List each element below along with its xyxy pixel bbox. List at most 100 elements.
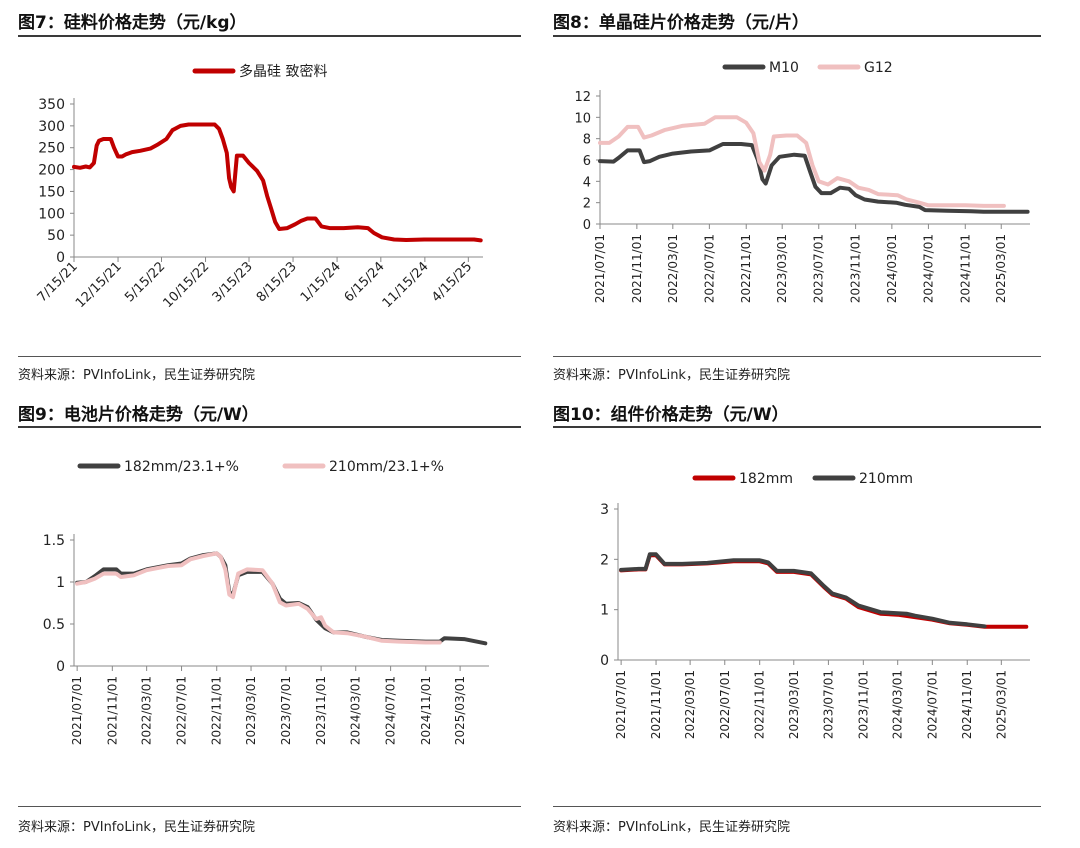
chart-legend: M10 G12 [722, 60, 893, 76]
x-tick-label: 2021/07/01 [614, 670, 628, 739]
y-tick-label: 0.5 [43, 617, 65, 633]
y-tick-label: 50 [47, 228, 65, 244]
x-tick-label: 2023/03/01 [787, 670, 801, 739]
series-line-G12 [598, 115, 1006, 208]
x-tick-label: 2023/03/01 [244, 676, 258, 745]
x-tick-label: 2022/03/01 [140, 676, 154, 745]
x-tick-label: 2025/03/01 [994, 670, 1008, 739]
x-tick-label: 2023/03/01 [775, 234, 789, 303]
legend-label: 210mm/23.1+% [329, 459, 444, 475]
source-divider [553, 806, 1041, 807]
chart-panel-module: 图10：组件价格走势（元/W） 182mm 210mm 0 1 2 3 2021/07/0… [553, 400, 1041, 840]
y-tick-label: 300 [38, 119, 65, 135]
series-line-182mm [619, 553, 1029, 629]
chart-axes: 0 0.5 1 1.5 2021/07/01 2021/11/01 2022/03/01 20… [43, 533, 489, 745]
x-tick-label: 2022/03/01 [666, 234, 680, 303]
series-line-多晶硅 致密料 [72, 122, 483, 243]
plot-lines [598, 115, 1030, 214]
x-tick-label: 10/15/22 [160, 259, 212, 311]
source-note: 资料来源：PVInfoLink，民生证券研究院 [18, 368, 255, 383]
x-tick-label: 2024/07/01 [925, 670, 939, 739]
panel-title: 图8：单晶硅片价格走势（元/片） [553, 13, 810, 33]
x-tick-label: 2022/11/01 [210, 676, 224, 745]
chart-legend: 182mm/23.1+% 210mm/23.1+% [77, 459, 444, 475]
y-tick-label: 3 [600, 502, 609, 518]
chart-legend: 182mm 210mm [692, 471, 913, 487]
x-tick-label: 2021/11/01 [105, 676, 119, 745]
y-tick-label: 1.5 [43, 533, 65, 549]
chart-axes: 0 1 2 3 2021/07/01 2021/11/01 2022/03/01 2022/0… [600, 502, 1030, 739]
x-tick-label: 2025/03/01 [453, 676, 467, 745]
x-tick-label: 2024/03/01 [349, 676, 363, 745]
x-tick-label: 11/15/24 [380, 259, 432, 311]
source-divider [553, 356, 1041, 357]
x-tick-label: 2024/07/01 [921, 234, 935, 303]
y-tick-label: 0 [600, 653, 609, 669]
x-tick-label: 2021/11/01 [630, 234, 644, 303]
x-tick-label: 2025/03/01 [994, 234, 1008, 303]
x-tick-label: 2024/07/01 [384, 676, 398, 745]
source-note: 资料来源：PVInfoLink，民生证券研究院 [553, 820, 790, 835]
x-tick-label: 2023/07/01 [821, 670, 835, 739]
x-tick-label: 2024/03/01 [891, 670, 905, 739]
x-tick-label: 12/15/21 [73, 259, 125, 311]
panel-title: 图9：电池片价格走势（元/W） [18, 405, 259, 425]
series-line-M10 [598, 142, 1030, 214]
y-tick-label: 6 [583, 154, 591, 169]
legend-label: 多晶硅 致密料 [239, 63, 327, 80]
legend-label: 182mm [739, 471, 793, 487]
x-tick-label: 2024/11/01 [960, 670, 974, 739]
x-tick-label: 4/15/25 [429, 259, 475, 305]
legend-label: G12 [864, 60, 893, 76]
panel-title: 图7：硅料价格走势（元/kg） [18, 13, 247, 33]
legend-label: M10 [769, 60, 799, 76]
x-tick-label: 1/15/24 [298, 259, 344, 305]
x-tick-label: 8/15/23 [254, 259, 300, 305]
chart-axes: 0 2 4 6 8 10 12 2021/07/01 2021/11/01 2022/03/01 2… [574, 90, 1030, 303]
y-tick-label: 1 [56, 575, 65, 591]
y-tick-label: 0 [56, 659, 65, 675]
series-line-210mm [619, 552, 987, 629]
y-tick-label: 12 [574, 90, 591, 105]
x-tick-label: 2024/11/01 [419, 676, 433, 745]
chart-area: 多晶硅 致密料 0501001502002503003507/15/2112/1… [35, 63, 483, 311]
chart-legend: 多晶硅 致密料 [192, 63, 327, 80]
y-tick-label: 2 [600, 552, 609, 568]
chart-area: 182mm/23.1+% 210mm/23.1+% 0 0.5 1 1.5 2021/07… [43, 459, 489, 745]
chart-area: M10 G12 0 2 4 6 8 10 12 2021/07/01 2021/11/01 2022… [574, 60, 1030, 303]
y-tick-label: 10 [574, 111, 591, 126]
chart-panel-wafer: 图8：单晶硅片价格走势（元/片） M10 G12 0 2 4 6 8 10 12 2021/07… [553, 8, 1041, 390]
x-tick-label: 2023/11/01 [856, 670, 870, 739]
legend-label: 182mm/23.1+% [124, 459, 239, 475]
x-tick-label: 2023/07/01 [279, 676, 293, 745]
x-tick-label: 2022/11/01 [739, 234, 753, 303]
chart-panel-cell: 图9：电池片价格走势（元/W） 182mm/23.1+% 210mm/23.1+%… [18, 400, 521, 840]
panel-title: 图10：组件价格走势（元/W） [553, 405, 789, 425]
x-tick-label: 2024/03/01 [885, 234, 899, 303]
y-tick-label: 2 [583, 197, 591, 212]
x-tick-label: 2022/07/01 [718, 670, 732, 739]
y-tick-label: 150 [38, 184, 65, 200]
source-divider [18, 356, 521, 357]
title-divider [18, 35, 521, 37]
plot-lines [75, 551, 488, 646]
x-tick-label: 2021/07/01 [70, 676, 84, 745]
plot-lines [619, 552, 1029, 629]
chart-axes: 0501001502002503003507/15/2112/15/215/15… [35, 97, 483, 311]
x-tick-label: 2021/07/01 [593, 234, 607, 303]
x-tick-label: 2022/07/01 [175, 676, 189, 745]
y-tick-label: 8 [583, 133, 591, 148]
x-tick-label: 2023/07/01 [812, 234, 826, 303]
legend-label: 210mm [859, 471, 913, 487]
title-divider [553, 426, 1041, 428]
y-tick-label: 100 [38, 206, 65, 222]
plot-lines [72, 122, 483, 243]
y-tick-label: 4 [583, 175, 591, 190]
x-tick-label: 2022/11/01 [753, 670, 767, 739]
title-divider [18, 426, 521, 428]
x-tick-label: 2022/07/01 [702, 234, 716, 303]
y-tick-label: 250 [38, 141, 65, 157]
y-tick-label: 200 [38, 163, 65, 179]
y-tick-label: 0 [56, 250, 65, 266]
series-line-182mm/23.1+% [75, 551, 488, 646]
